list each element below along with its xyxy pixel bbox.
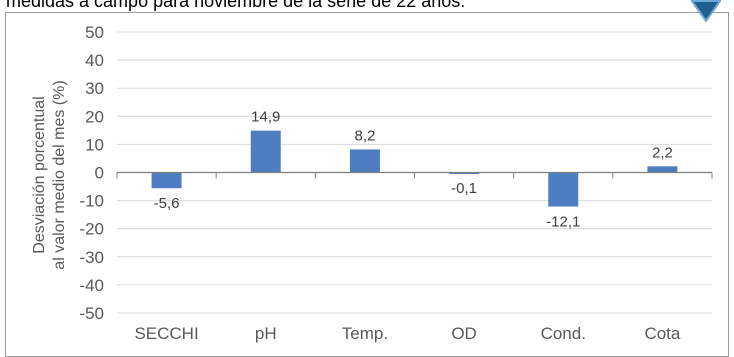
y-tick-label: 20 [85,107,104,126]
category-label: pH [255,324,277,343]
y-tick-label: 0 [95,164,104,183]
bar-od [449,172,480,174]
data-label: -5,6 [154,195,180,212]
y-axis-ticks: 50 40 30 20 10 0 -10 -20 -30 -40 -50 [79,23,104,323]
y-tick-label: 40 [85,51,104,70]
y-axis-title-line1: Desviación porcentual [31,96,48,253]
bar-cond [548,172,579,207]
data-label: 2,2 [652,144,673,161]
x-axis [116,171,713,179]
y-tick-label: -10 [79,192,104,211]
y-tick-label: 50 [85,23,104,42]
gridlines [117,31,712,314]
category-label: Temp. [342,324,388,343]
chart-frame [5,12,729,357]
data-label: -0,1 [451,180,477,197]
triangle-marker-icon [691,0,721,22]
category-label: OD [451,324,477,343]
bars [151,130,678,207]
y-tick-label: -20 [79,220,104,239]
y-tick-label: -50 [79,304,104,323]
bar-chart: Desviación porcentual al valor medio del… [31,23,713,343]
y-axis-title-line2: al valor medio del mes (%) [51,80,68,269]
bar-ph [250,130,281,173]
chart-title: medidas a campo para noviembre de la ser… [6,0,466,11]
category-label: SECCHI [134,324,198,343]
bar-temp [349,149,380,173]
data-label: -12,1 [546,214,580,231]
y-tick-label: 30 [85,79,104,98]
category-labels: SECCHI pH Temp. OD Cond. Cota [134,324,680,343]
bar-secchi [151,172,182,189]
y-axis-title: Desviación porcentual al valor medio del… [31,80,68,269]
y-tick-label: -30 [79,248,104,267]
data-labels: -5,6 14,9 8,2 -0,1 -12,1 2,2 [154,109,673,231]
data-label: 8,2 [354,127,375,144]
category-label: Cota [644,324,680,343]
y-tick-label: 10 [85,135,104,154]
y-tick-label: -40 [79,276,104,295]
data-label: 14,9 [251,109,280,126]
bar-cota [647,166,678,173]
category-label: Cond. [541,324,586,343]
